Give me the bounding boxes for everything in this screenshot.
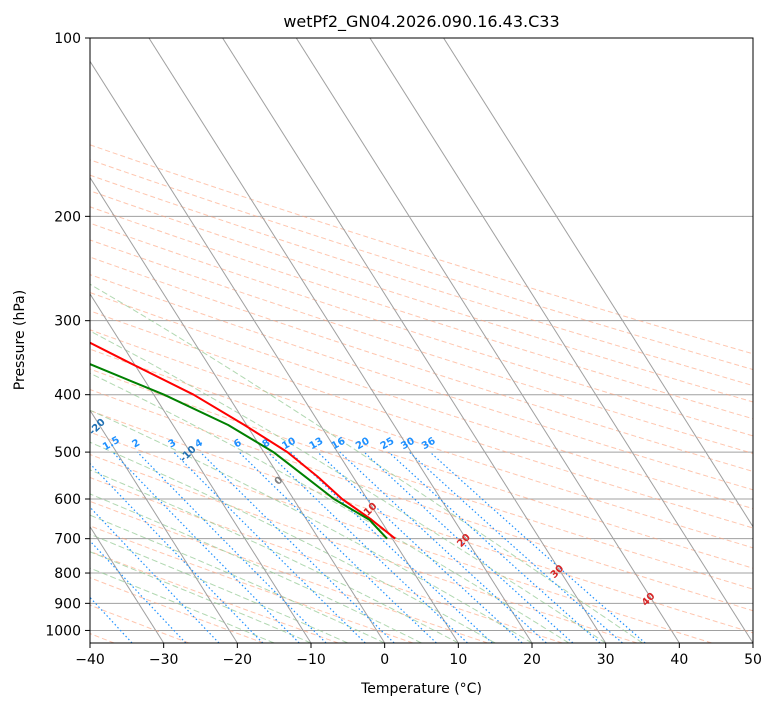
x-tick-label: 40 bbox=[670, 652, 688, 668]
mixing-ratio-line bbox=[388, 451, 601, 643]
isotherm-line bbox=[295, 38, 680, 643]
y-axis-label: Pressure (hPa) bbox=[12, 290, 28, 390]
isotherm-label: 40 bbox=[640, 591, 658, 609]
moist-adiabat bbox=[90, 283, 643, 643]
moist-adiabat bbox=[90, 330, 606, 643]
y-axis: 100 200 300 400 500 600 700 800 900 1000 bbox=[45, 31, 90, 639]
isotherm-line bbox=[90, 293, 312, 643]
dry-adiabat bbox=[90, 453, 638, 643]
mixing-ratio-label: 6 bbox=[232, 437, 244, 450]
dry-adiabat bbox=[90, 174, 753, 387]
mixing-ratio-line bbox=[90, 462, 264, 643]
y-tick-label: 600 bbox=[54, 492, 81, 508]
mixing-ratio-line bbox=[137, 451, 327, 643]
isotherm-label: 0 bbox=[273, 475, 286, 488]
plot-frame bbox=[89, 37, 754, 644]
y-tick-label: 1000 bbox=[45, 623, 81, 639]
isotherm-line bbox=[90, 409, 238, 643]
dry-adiabat bbox=[90, 274, 753, 491]
isotherm-line bbox=[90, 176, 386, 643]
y-tick-label: 500 bbox=[54, 445, 81, 461]
mixing-ratio-label: 0.4 bbox=[0, 435, 17, 453]
mixing-ratio-label: 8 bbox=[261, 437, 273, 450]
isotherm-line bbox=[222, 38, 607, 643]
mixing-ratio-line bbox=[90, 540, 187, 643]
y-tick-label: 200 bbox=[54, 209, 81, 225]
mixing-ratio-label: 13 bbox=[308, 436, 326, 453]
dry-adiabat bbox=[90, 500, 488, 643]
mixing-ratio-label: 3 bbox=[167, 437, 179, 450]
profiles bbox=[90, 341, 396, 540]
background-lines bbox=[90, 38, 753, 643]
mixing-ratio-label: 20 bbox=[354, 436, 372, 453]
dewpoint-line bbox=[90, 363, 388, 540]
dry-adiabat bbox=[90, 348, 753, 569]
mixing-ratio-line bbox=[363, 451, 574, 643]
isotherm-line bbox=[90, 60, 459, 643]
moist-adiabat bbox=[90, 493, 422, 643]
dry-adiabat bbox=[90, 550, 339, 643]
y-tick-label: 700 bbox=[54, 532, 81, 548]
moist-adiabat bbox=[90, 551, 312, 643]
mixing-ratio-label: 4 bbox=[193, 437, 205, 450]
dry-adiabat bbox=[90, 476, 563, 643]
dry-adiabat bbox=[90, 206, 753, 420]
dry-adiabat bbox=[90, 388, 753, 612]
x-axis-label: Temperature (°C) bbox=[360, 681, 482, 697]
mixing-ratio-line bbox=[238, 451, 437, 643]
dry-adiabat bbox=[90, 431, 712, 643]
dry-adiabat bbox=[90, 577, 264, 643]
x-axis: −40 −30 −20 −10 0 10 20 30 40 50 bbox=[75, 643, 762, 668]
mixing-ratio-line bbox=[317, 451, 523, 643]
y-tick-label: 900 bbox=[54, 596, 81, 612]
isotherm-line bbox=[148, 38, 533, 643]
moist-adiabat bbox=[90, 567, 275, 643]
dry-adiabat bbox=[90, 292, 753, 510]
isotherm-line bbox=[369, 38, 753, 643]
y-tick-label: 300 bbox=[54, 314, 81, 330]
isotherm-line bbox=[443, 38, 753, 528]
x-tick-label: 30 bbox=[597, 652, 615, 668]
dry-adiabat bbox=[90, 190, 753, 403]
y-tick-label: 100 bbox=[54, 31, 81, 47]
y-tick-label: 400 bbox=[54, 388, 81, 404]
x-tick-label: 20 bbox=[523, 652, 541, 668]
x-tick-label: −10 bbox=[296, 652, 326, 668]
x-tick-label: 50 bbox=[744, 652, 762, 668]
temperature-line bbox=[90, 341, 396, 540]
dry-adiabat bbox=[90, 144, 753, 355]
mixing-ratio-line bbox=[90, 506, 220, 643]
mixing-ratio-label: 25 bbox=[379, 436, 397, 453]
x-tick-label: 10 bbox=[449, 652, 467, 668]
x-tick-label: −40 bbox=[75, 652, 105, 668]
y-tick-label: 800 bbox=[54, 566, 81, 582]
moist-adiabat bbox=[90, 469, 459, 643]
x-tick-label: 0 bbox=[380, 652, 389, 668]
dry-adiabat bbox=[90, 409, 753, 634]
isotherm-label: -30 bbox=[0, 377, 9, 398]
x-tick-label: −20 bbox=[223, 652, 253, 668]
mixing-ratio-line bbox=[173, 451, 366, 643]
mixing-ratio-line bbox=[112, 451, 300, 643]
x-tick-label: −30 bbox=[149, 652, 179, 668]
dry-adiabat bbox=[90, 222, 753, 437]
moist-adiabat bbox=[90, 409, 533, 643]
moist-adiabat bbox=[90, 372, 570, 643]
mixing-ratio-line bbox=[408, 451, 623, 643]
dry-adiabat bbox=[90, 310, 753, 529]
mixing-ratio-label: 2 bbox=[130, 437, 142, 450]
mixing-ratio-label: 0.6 bbox=[27, 435, 48, 453]
dry-adiabat bbox=[90, 256, 753, 472]
dry-adiabat bbox=[90, 239, 753, 454]
isotherm-line bbox=[90, 525, 165, 643]
chart-title: wetPf2_GN04.2026.090.16.43.C33 bbox=[283, 12, 559, 32]
dry-adiabat bbox=[90, 159, 753, 371]
moist-adiabat bbox=[90, 514, 385, 643]
mixing-ratio-label: 36 bbox=[420, 436, 438, 453]
isotherm-label: 30 bbox=[549, 563, 567, 581]
